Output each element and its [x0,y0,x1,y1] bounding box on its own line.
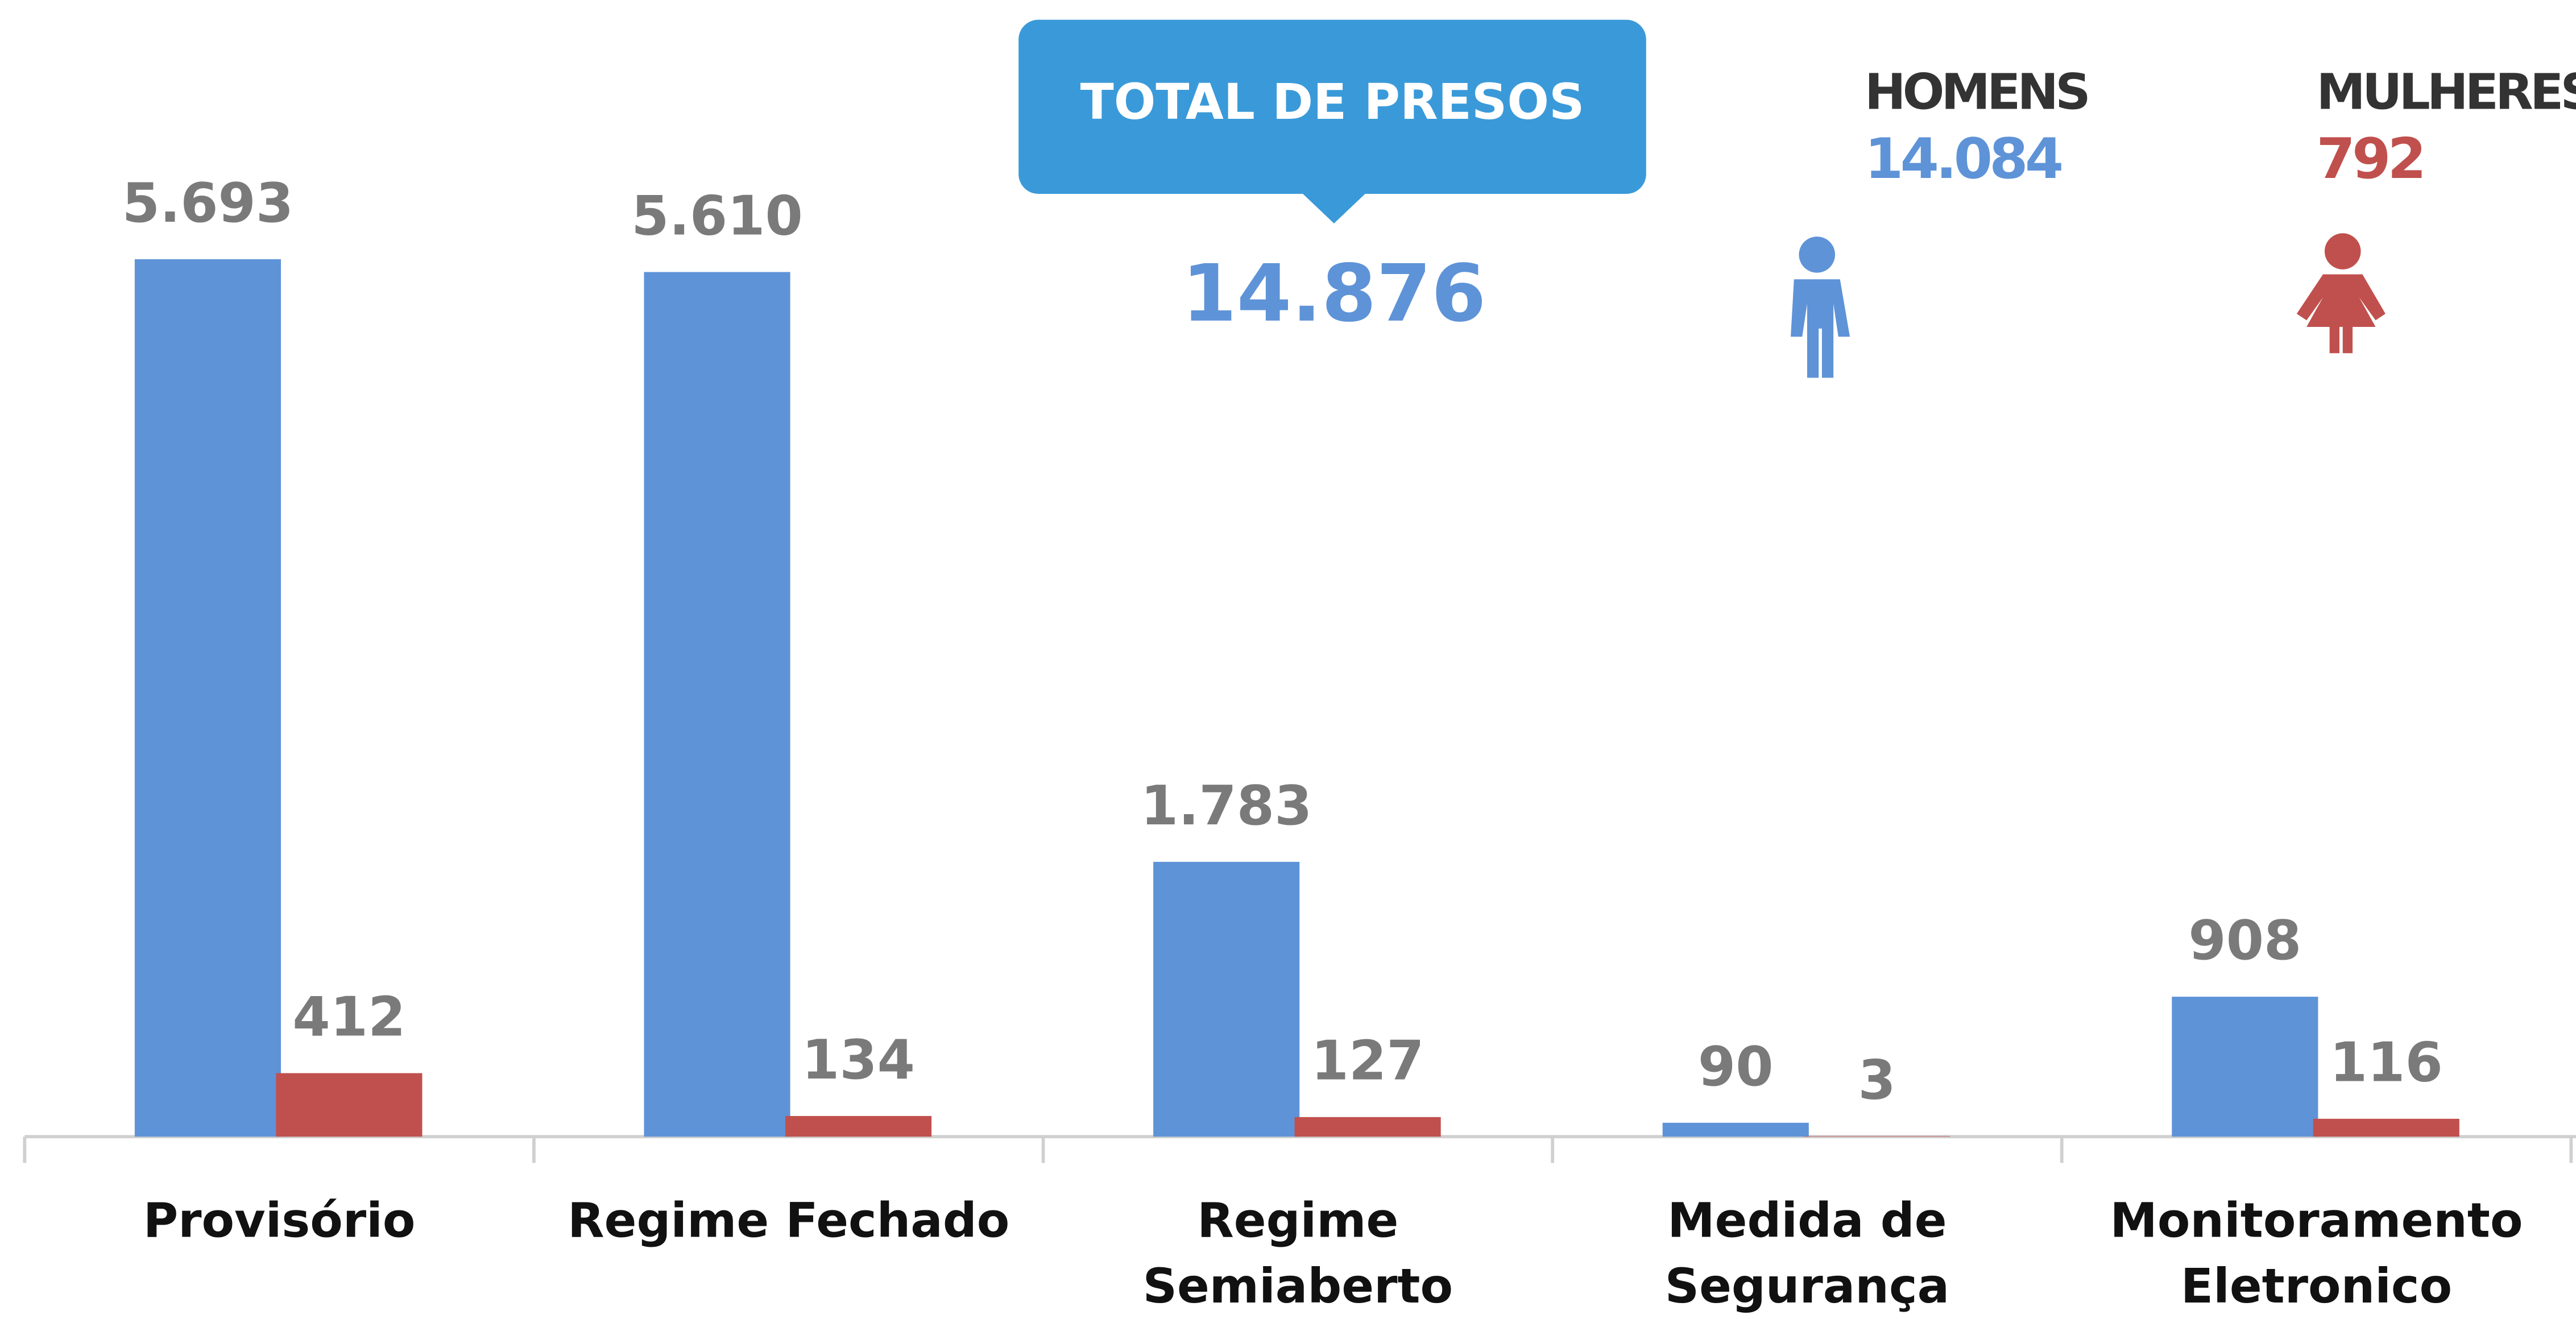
value-label: 116 [2330,1032,2443,1094]
value-label: 908 [2188,910,2301,972]
value-label: 134 [802,1029,915,1092]
bar [1153,861,1300,1137]
callout-pointer [1301,192,1367,223]
x-tick-label: Monitoramento Eletronico [2110,1192,2523,1314]
bar [134,259,281,1137]
bar [785,1115,932,1137]
bar [276,1073,423,1137]
value-label: 5.693 [122,172,294,235]
callout: TOTAL DE PRESOS [1018,19,1646,223]
value-label: 5.610 [631,185,803,247]
x-tick-label: Provisório [143,1192,416,1248]
callout-value: 14.876 [1182,247,1486,339]
x-tick-label: Medida de Segurança [1665,1192,1949,1314]
bar [644,272,790,1137]
legend-label: MULHERES [2317,64,2576,121]
legend-total: 792 [2317,127,2424,192]
bar [1294,1117,1441,1137]
value-label: 412 [292,986,405,1048]
bar [2172,997,2318,1137]
x-tick-label: Regime Semiaberto [1143,1192,1453,1314]
value-label: 127 [1311,1030,1424,1093]
value-label: 3 [1858,1049,1896,1111]
callout-box [1018,19,1646,194]
bar [2313,1118,2459,1137]
male-icon [1791,237,1850,378]
legend-total: 14.084 [1865,127,2061,192]
callout-title: TOTAL DE PRESOS [1080,74,1585,131]
bar [1662,1122,1809,1137]
legend-label: HOMENS [1865,64,2088,121]
female-icon [2296,233,2386,354]
value-label: 90 [1698,1036,1774,1098]
x-tick-label: Regime Fechado [568,1192,1009,1248]
bar [1804,1136,1950,1137]
value-label: 1.783 [1141,775,1312,837]
